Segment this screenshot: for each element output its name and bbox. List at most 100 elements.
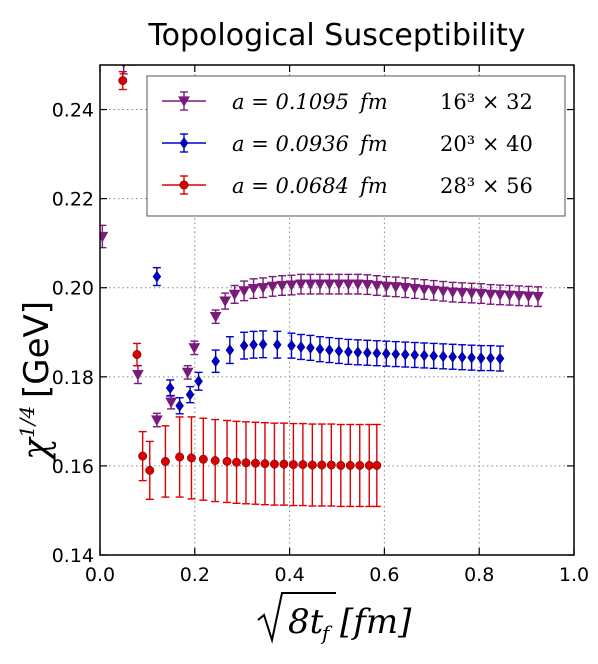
data-point (219, 296, 232, 308)
x-tick-label: 0.4 (274, 564, 304, 586)
legend-spacing: a = 0.0936 (232, 132, 349, 156)
data-point (285, 280, 298, 292)
legend-lattice: 28³ × 56 (440, 174, 533, 198)
legend-lattice: 20³ × 40 (440, 132, 533, 156)
series-3 (118, 70, 382, 508)
data-point (323, 279, 336, 291)
y-tick-label: 0.20 (52, 278, 94, 300)
data-point (336, 461, 346, 470)
y-tick-label: 0.14 (52, 545, 94, 567)
data-point (317, 460, 327, 470)
legend-marker (179, 137, 189, 149)
data-point (410, 349, 420, 361)
data-point (128, 49, 139, 59)
data-point (165, 397, 178, 409)
data-point (495, 352, 505, 365)
data-point (295, 279, 307, 291)
data-point (138, 451, 148, 461)
data-point (228, 289, 241, 301)
data-point (181, 367, 194, 379)
data-point (288, 460, 298, 470)
x-tick-label: 0.0 (85, 564, 115, 586)
data-point (391, 348, 401, 361)
data-point (364, 461, 374, 470)
legend-unit: fm (358, 174, 388, 198)
data-point (198, 454, 208, 464)
data-point (279, 459, 289, 469)
data-point (475, 288, 488, 300)
legend-entry-1: a = 0.1095 fm 16³ × 32 (162, 90, 533, 114)
data-point (355, 461, 365, 470)
data-point (100, 231, 109, 243)
data-point (165, 382, 175, 394)
y-tick-label: 0.16 (52, 456, 94, 478)
svg-text:8t: 8t (288, 602, 324, 642)
legend-marker (179, 180, 189, 190)
data-point (438, 350, 448, 363)
data-point (160, 457, 170, 466)
data-point (296, 341, 306, 353)
data-point (266, 281, 279, 293)
x-axis-label: 8t f [fm] (257, 592, 412, 645)
data-point (418, 284, 431, 296)
data-point (241, 458, 251, 468)
data-point (476, 352, 486, 365)
data-point (175, 399, 184, 412)
data-point (532, 291, 544, 303)
data-point (372, 461, 382, 470)
data-point (389, 282, 402, 293)
legend-marker (178, 96, 190, 108)
data-point (446, 287, 459, 299)
chart-title: Topological Susceptibility (148, 18, 526, 53)
y-tick-label: 0.24 (52, 100, 94, 122)
data-point (381, 347, 391, 360)
x-tick-label: 1.0 (559, 564, 589, 586)
data-point (306, 341, 315, 354)
data-point (239, 339, 249, 352)
data-point (222, 457, 232, 466)
data-point (307, 460, 317, 470)
x-tick-label: 0.2 (180, 564, 210, 586)
data-point (522, 291, 535, 303)
plot-frame (99, 64, 575, 556)
data-point (257, 283, 269, 294)
data-point (298, 460, 308, 470)
data-point (209, 312, 222, 323)
legend-entry-3: a = 0.0684 fm 28³ × 56 (162, 174, 533, 198)
data-series (100, 49, 544, 508)
legend-entry-2: a = 0.0936 fm 20³ × 40 (162, 132, 533, 156)
data-point (211, 355, 220, 368)
data-point (269, 459, 279, 469)
data-point (175, 452, 185, 462)
data-point (342, 279, 355, 291)
data-point (150, 415, 163, 427)
data-point (247, 283, 260, 295)
data-point (399, 283, 412, 294)
series-2 (152, 266, 505, 415)
data-point (187, 453, 196, 463)
data-point (304, 279, 317, 291)
data-point (249, 338, 258, 351)
data-point (332, 279, 345, 291)
data-point (448, 350, 457, 363)
data-point (467, 351, 476, 364)
data-point (287, 339, 296, 352)
data-point (361, 279, 374, 291)
data-point (272, 338, 282, 351)
legend-lattice: 16³ × 32 (440, 90, 533, 114)
data-point (251, 458, 260, 468)
data-point (121, 65, 126, 69)
legend-unit: fm (358, 132, 388, 156)
data-point (260, 459, 270, 469)
svg-text:1/4: 1/4 (15, 406, 39, 438)
data-point (225, 344, 235, 357)
svg-text:χ: χ (16, 436, 57, 463)
data-point (484, 289, 497, 301)
data-point (258, 338, 268, 351)
data-point (437, 286, 450, 298)
data-point (314, 279, 326, 291)
data-point (363, 346, 372, 359)
data-point (194, 375, 203, 388)
data-point (427, 285, 440, 297)
